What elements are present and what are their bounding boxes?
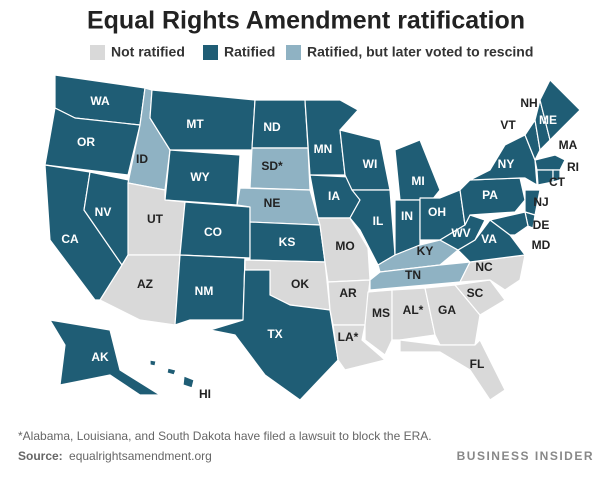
state-label: AK bbox=[91, 350, 109, 364]
title: Equal Rights Amendment ratification bbox=[87, 7, 525, 35]
state-label: TX bbox=[267, 327, 282, 341]
state-shape bbox=[44, 107, 141, 176]
state-shape bbox=[539, 79, 581, 141]
state-label: WV bbox=[451, 226, 470, 240]
state-label: NY bbox=[498, 157, 515, 171]
state-label: MS bbox=[372, 306, 390, 320]
state-shape bbox=[209, 257, 339, 401]
state-label: MO bbox=[335, 239, 354, 253]
state-shape bbox=[174, 254, 246, 326]
state-label: VT bbox=[500, 118, 516, 132]
state-shape bbox=[534, 154, 566, 171]
state-label: NC bbox=[475, 260, 493, 274]
state-label: NJ bbox=[533, 195, 548, 209]
state-shape bbox=[552, 169, 561, 183]
state-label: OK bbox=[291, 277, 309, 291]
state-shape bbox=[49, 319, 161, 396]
state-shape bbox=[349, 189, 396, 266]
state-label: ME bbox=[539, 113, 557, 127]
legend-swatch bbox=[203, 45, 218, 60]
state-shape bbox=[489, 211, 529, 236]
state-label: GA bbox=[438, 303, 456, 317]
state-label: MA bbox=[559, 138, 578, 152]
legend-label: Ratified, but later voted to rescind bbox=[307, 44, 533, 60]
state-label: WI bbox=[363, 157, 378, 171]
state-label: ND bbox=[263, 120, 281, 134]
state-label: RI bbox=[567, 160, 579, 174]
state-label: KS bbox=[279, 235, 296, 249]
state-label: UT bbox=[147, 212, 164, 226]
state-shape bbox=[149, 359, 195, 389]
state-label: NM bbox=[195, 284, 214, 298]
state-label: ID bbox=[136, 152, 148, 166]
state-shape bbox=[364, 289, 393, 356]
state-shape bbox=[399, 339, 506, 401]
state-label: PA bbox=[482, 188, 498, 202]
legend-swatch bbox=[90, 45, 105, 60]
source-text: equalrightsamendment.org bbox=[69, 449, 212, 463]
state-label: SC bbox=[467, 286, 484, 300]
state-label: MD bbox=[532, 238, 551, 252]
state-shape bbox=[149, 89, 256, 151]
state-shape bbox=[394, 139, 441, 201]
state-label: OH bbox=[428, 205, 446, 219]
state-label: AL* bbox=[403, 303, 424, 317]
state-label: AR bbox=[339, 286, 357, 300]
state-label: NH bbox=[520, 96, 537, 110]
state-label: NE bbox=[264, 196, 281, 210]
state-label: CA bbox=[61, 232, 79, 246]
state-label: MN bbox=[314, 142, 333, 156]
legend-swatch bbox=[286, 45, 301, 60]
state-label: NV bbox=[95, 205, 112, 219]
state-label: DE bbox=[533, 218, 550, 232]
footnote: *Alabama, Louisiana, and South Dakota ha… bbox=[18, 429, 432, 443]
state-label: WA bbox=[90, 94, 110, 108]
state-label: CO bbox=[204, 225, 222, 239]
brand: BUSINESS INSIDER bbox=[457, 449, 594, 463]
state-label: WY bbox=[190, 170, 209, 184]
state-label: FL bbox=[470, 357, 485, 371]
source: Source: equalrightsamendment.org bbox=[18, 449, 212, 463]
us-map bbox=[44, 74, 581, 401]
state-label: SD* bbox=[261, 159, 283, 173]
state-labels: WA OR CA NV ID MT WY UT AZ CO NM ND SD* NE KS OK TX MN IA M… bbox=[61, 94, 579, 401]
legend-label: Ratified bbox=[224, 44, 275, 60]
state-label: IN bbox=[401, 209, 413, 223]
state-label: MT bbox=[186, 117, 204, 131]
source-label: Source: bbox=[18, 449, 63, 463]
state-label: CT bbox=[549, 175, 566, 189]
legend-label: Not ratified bbox=[111, 44, 185, 60]
state-label: IA bbox=[328, 189, 340, 203]
state-label: IL bbox=[373, 214, 384, 228]
state-label: HI bbox=[199, 387, 211, 401]
state-label: TN bbox=[405, 268, 421, 282]
state-label: KY bbox=[417, 244, 434, 258]
state-label: AZ bbox=[137, 277, 153, 291]
state-shape bbox=[454, 279, 506, 316]
state-label: VA bbox=[481, 232, 497, 246]
legend: Not ratified Ratified Ratified, but later … bbox=[90, 44, 533, 60]
state-label: OR bbox=[77, 135, 95, 149]
state-shape bbox=[391, 287, 436, 341]
state-label: MI bbox=[411, 174, 424, 188]
state-label: LA* bbox=[338, 330, 359, 344]
